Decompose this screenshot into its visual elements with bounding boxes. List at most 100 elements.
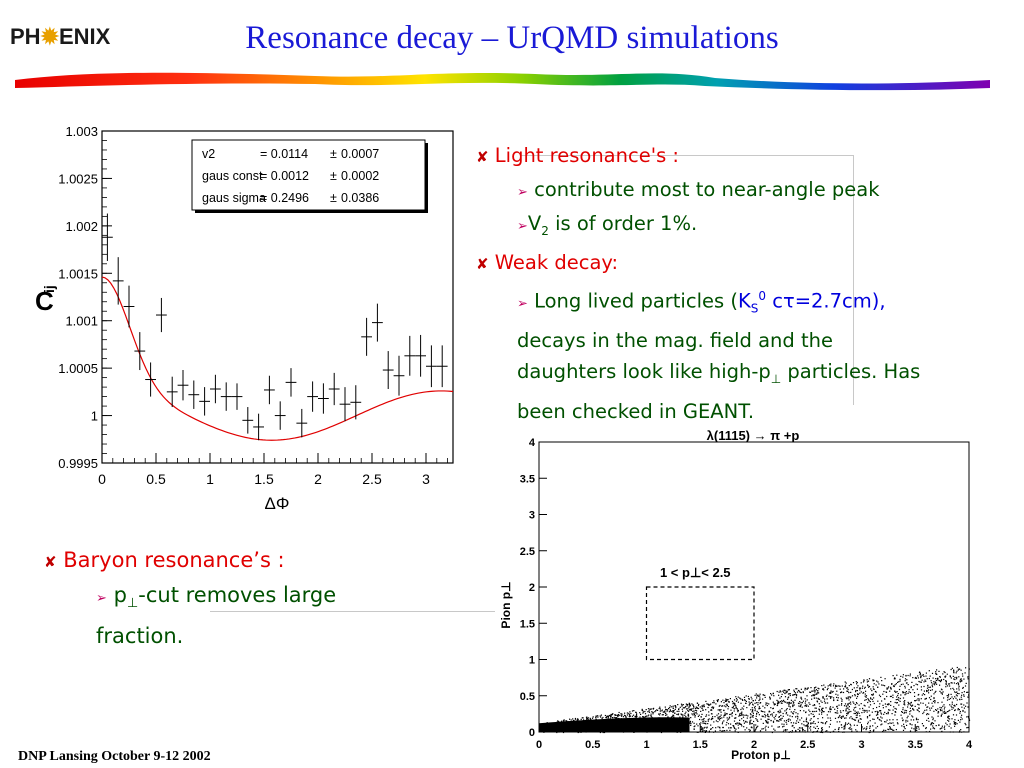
scatter-point [726,719,729,721]
scatter-point [884,698,886,700]
scatter-point [848,722,850,724]
scatter-point [728,701,730,703]
scatter-point [960,729,962,731]
scatter-point [925,675,927,677]
scatter-point [724,714,726,716]
scatter-point [848,699,850,701]
scatter-point [854,695,856,697]
scatter-point [884,721,886,723]
scatter-point [872,730,875,732]
scatter-point [811,695,813,697]
svg-text:= 0.0012: = 0.0012 [260,169,309,183]
scatter-point [822,696,824,698]
scatter-point [707,723,709,725]
scatter-point [912,716,914,718]
scatter-point [869,704,872,706]
scatter-point [889,709,891,711]
scatter-point [733,708,735,710]
scatter-point [750,714,752,716]
scatter-point [799,729,801,731]
scatter-point [866,717,869,719]
scatter-point [837,697,839,699]
scatter-point [887,703,889,705]
scatter-point [697,715,699,717]
scatter-point [696,707,698,709]
scatter-point [874,722,876,724]
scatter-point [773,711,775,714]
scatter-point [792,712,794,714]
scatter-point [797,718,799,720]
scatter-point [793,701,795,704]
scatter-point [682,716,684,718]
scatter-point [830,691,832,693]
scatter-point [840,724,842,726]
scatter-point [897,698,899,700]
scatter-point [704,731,706,733]
scatter-point [647,708,650,710]
scatter-point [900,683,902,686]
scatter-point [932,717,934,719]
scatter-point [775,714,777,716]
scatter-point [767,715,769,717]
scatter-point [916,688,918,690]
scatter-point [848,702,850,704]
scatter-point [614,714,616,716]
scatter-point [928,689,930,691]
scatter-point [834,712,836,714]
scatter-point [949,709,951,711]
scatter-point [642,712,644,714]
scatter-point [830,685,832,687]
scatter-point [727,723,730,725]
scatter-point [782,690,784,692]
scatter-point [886,703,888,705]
scatter-point [868,699,870,701]
scatter-point [838,728,840,730]
rainbow-divider [15,72,990,91]
scatter-point [914,705,916,707]
scatter-point [808,709,810,711]
scatter-point [751,722,753,725]
scatter-point [722,721,724,723]
scatter-point [791,730,793,732]
scatter-point [620,713,622,715]
scatter-point [905,719,907,721]
scatter-point [762,711,764,713]
scatter-point [781,717,783,719]
scatter-point [962,686,964,689]
scatter-point [954,691,956,693]
scatter-point [904,694,906,696]
scatter-point [909,730,912,732]
scatter-point [929,707,931,709]
scatter-point [749,723,751,725]
scatter-point [780,691,782,693]
scatter-point [899,685,901,687]
scatter-point [628,712,630,714]
scatter-point [757,694,759,696]
scatter-point [917,718,919,721]
scatter-point [727,708,729,710]
scatter-point [963,731,965,733]
scatter-point [930,695,932,697]
scatter-point [923,711,925,713]
scatter-point [642,716,644,718]
scatter-point [877,686,879,688]
scatter-point [777,700,779,702]
scatter-point [677,713,680,715]
scatter-point [845,708,847,710]
scatter-point [813,687,816,689]
scatter-point [710,728,712,730]
scatter-point [923,690,925,692]
scatter-point [624,716,627,718]
scatter-point [954,722,956,724]
scatter-point [622,716,624,718]
scatter-point [948,693,950,695]
scatter-point [894,711,896,713]
scatter-point [949,723,951,725]
scatter-point [801,727,803,729]
scatter-point [929,730,931,733]
scatter-point [880,724,882,726]
scatter-point [945,722,947,724]
scatter-point [772,721,775,723]
scatter-point [932,705,934,707]
scatter-point [955,694,957,696]
